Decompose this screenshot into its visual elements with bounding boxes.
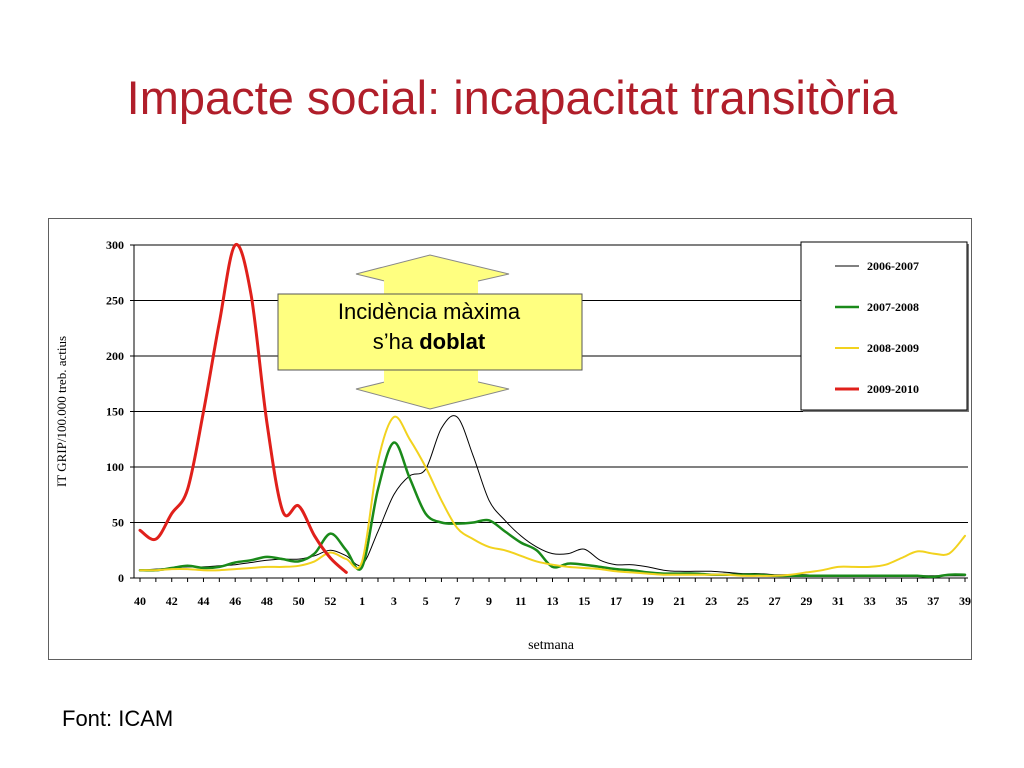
callout-box (277, 293, 583, 371)
callout-line-2: s’ha doblat (278, 327, 580, 357)
callout-layer (277, 254, 583, 410)
legend-label: 2006-2007 (867, 259, 919, 273)
legend-label: 2009-2010 (867, 382, 919, 396)
legend-layer: 2006-2007 2007-2008 2008-2009 2009-2010 (800, 241, 969, 412)
y-tick-label: 300 (106, 238, 124, 252)
callout-line-2-prefix: s’ha (372, 329, 420, 354)
x-tick-label: 7 (454, 594, 460, 608)
y-tick-label: 100 (106, 460, 124, 474)
legend-box (800, 241, 968, 411)
x-tick-label: 48 (261, 594, 273, 608)
callout-bold-word: doblat (419, 329, 486, 354)
x-tick-label: 37 (927, 594, 939, 608)
x-tick-label: 17 (610, 594, 622, 608)
x-tick-label: 19 (642, 594, 654, 608)
y-axis-title: IT GRIP/100.000 treb. actius (54, 336, 69, 487)
callout-text: Incidència màxima s’ha doblat (278, 297, 580, 357)
legend-label: 2007-2008 (867, 300, 919, 314)
x-tick-label: 40 (134, 594, 146, 608)
x-tick-label: 50 (293, 594, 305, 608)
x-tick-label: 33 (864, 594, 876, 608)
x-tick-label: 11 (515, 594, 526, 608)
x-tick-label: 39 (959, 594, 971, 608)
series-line-2009-2010 (138, 243, 348, 574)
series-layer (138, 243, 967, 579)
x-tick-label: 21 (673, 594, 685, 608)
x-tick-label: 35 (896, 594, 908, 608)
x-tick-label: 46 (229, 594, 241, 608)
x-axis-title: setmana (528, 638, 575, 653)
source-note: Font: ICAM (62, 706, 174, 731)
series-line-2006-2007 (139, 415, 966, 577)
x-tick-label: 42 (166, 594, 178, 608)
chart-frame: 0 50 100 150 200 250 300 40 42 44 46 48 50 52 1 3 5 7 9 11 1… (48, 218, 972, 660)
x-tick-label: 23 (705, 594, 717, 608)
x-tick-label: 27 (769, 594, 781, 608)
x-tick-label: 15 (578, 594, 590, 608)
y-tick-label: 200 (106, 349, 124, 363)
x-tick-label: 3 (391, 594, 397, 608)
y-tick-label: 0 (118, 571, 124, 585)
series-line-2007-2008 (138, 441, 967, 579)
x-tick-label: 1 (359, 594, 365, 608)
x-tick-label: 29 (800, 594, 812, 608)
y-tick-label: 50 (112, 516, 124, 530)
slide-title: Impacte social: incapacitat transitòria (126, 71, 898, 124)
legend-label: 2008-2009 (867, 341, 919, 355)
callout-line-1: Incidència màxima (337, 299, 521, 324)
x-tick-label: 13 (547, 594, 559, 608)
x-tick-label: 5 (423, 594, 429, 608)
series-line-2008-2009 (139, 415, 966, 577)
x-tick-label: 31 (832, 594, 844, 608)
x-tick-label: 52 (324, 594, 336, 608)
x-tick-label: 9 (486, 594, 492, 608)
y-tick-label: 250 (106, 294, 124, 308)
y-tick-label: 150 (106, 405, 124, 419)
x-tick-label: 25 (737, 594, 749, 608)
x-tick-label: 44 (197, 594, 209, 608)
